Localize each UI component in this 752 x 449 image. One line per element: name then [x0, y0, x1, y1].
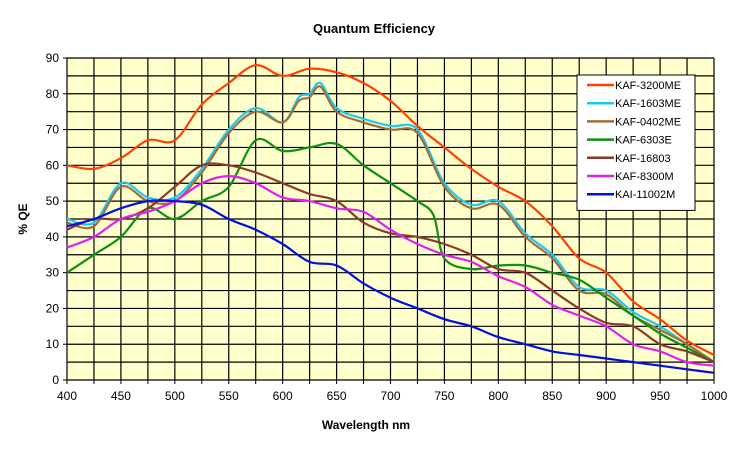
series-line-kaf-3200me	[66, 64, 715, 356]
series-line-kaf-6303e	[66, 137, 715, 364]
y-axis-label: % QE	[16, 203, 30, 234]
x-tick-label: 850	[542, 389, 562, 403]
y-tick-label: 90	[46, 51, 60, 65]
y-tick-label: 30	[46, 266, 60, 280]
legend-entry: KAF-3200ME	[615, 80, 681, 92]
legend-entry: KAF-6303E	[615, 135, 672, 147]
x-axis-ticks: 400 450 500 550 600 650 700 750 800 850 900 950 1000	[57, 380, 728, 403]
legend-entry: KAF-1603ME	[615, 98, 681, 110]
x-tick-label: 400	[57, 389, 77, 403]
y-tick-label: 70	[46, 123, 60, 137]
legend-entry: KAF-16803	[615, 153, 671, 165]
legend: KAF-3200ME KAF-1603ME KAF-0402ME KAF-6303E K…	[576, 74, 696, 211]
x-axis-label: Wavelength nm	[322, 418, 410, 432]
x-tick-label: 900	[596, 389, 616, 403]
x-tick-label: 450	[111, 389, 131, 403]
x-tick-label: 950	[650, 389, 670, 403]
x-tick-label: 500	[165, 389, 185, 403]
series-lines	[66, 64, 715, 374]
chart-title: Quantum Efficiency	[313, 21, 436, 36]
legend-box	[576, 74, 696, 211]
x-tick-label: 800	[488, 389, 508, 403]
legend-entry: KAI-11002M	[615, 189, 675, 201]
y-tick-label: 50	[46, 194, 60, 208]
y-tick-label: 40	[46, 230, 60, 244]
x-tick-label: 1000	[701, 389, 728, 403]
x-tick-label: 600	[273, 389, 293, 403]
series-line-kaf-16803	[66, 162, 715, 364]
y-tick-label: 20	[46, 301, 60, 315]
legend-entry: KAF-8300M	[615, 171, 674, 183]
legend-entry: KAF-0402ME	[615, 116, 681, 128]
series-line-kaf-1603me	[66, 81, 715, 364]
x-tick-label: 650	[327, 389, 347, 403]
series-line-kai-11002m	[66, 199, 715, 374]
y-tick-label: 10	[46, 337, 60, 351]
y-tick-label: 60	[46, 158, 60, 172]
y-tick-label: 0	[52, 373, 59, 387]
y-axis-ticks: 0 10 20 30 40 50 60 70 80 90	[46, 51, 67, 387]
x-tick-label: 700	[380, 389, 400, 403]
x-tick-label: 750	[434, 389, 454, 403]
y-tick-label: 80	[46, 87, 60, 101]
x-tick-label: 550	[219, 389, 239, 403]
